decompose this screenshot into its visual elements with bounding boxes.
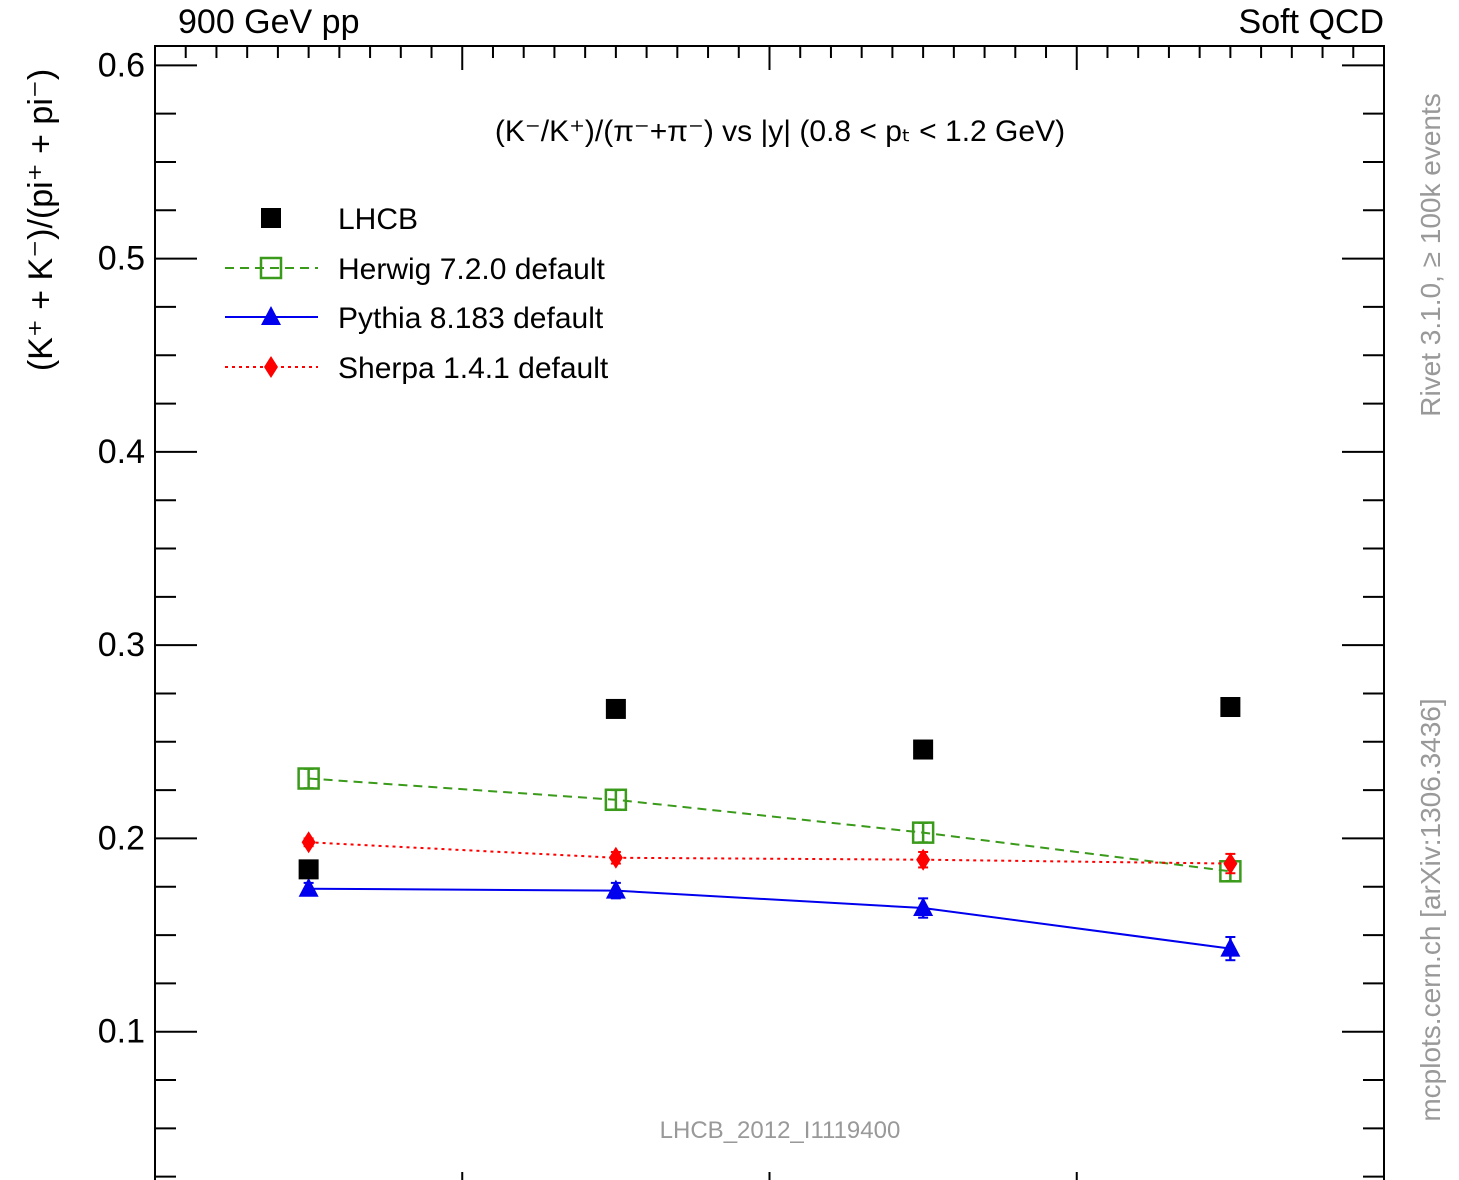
axes: 0.1 0.2 0.3 0.4 0.5 0.6 bbox=[98, 46, 1385, 1180]
data-point bbox=[261, 306, 281, 325]
header-category-label: Soft QCD bbox=[1239, 3, 1384, 41]
y-tick-label: 0.4 bbox=[98, 433, 145, 471]
data-point bbox=[911, 821, 935, 844]
legend-entry: Sherpa 1.4.1 default bbox=[225, 352, 609, 385]
data-point bbox=[605, 698, 626, 719]
analysis-id-label: LHCB_2012_I1119400 bbox=[660, 1117, 901, 1144]
y-tick-label: 0.5 bbox=[98, 240, 145, 278]
legend: LHCB Herwig 7.2.0 default Pythia 8.183 def… bbox=[225, 203, 609, 385]
data-point bbox=[605, 879, 626, 899]
series-line bbox=[308, 887, 1231, 950]
data-point bbox=[264, 356, 278, 378]
series-layer bbox=[297, 697, 1242, 962]
series-sherpa-1-4-1-default bbox=[301, 831, 1238, 875]
data-point bbox=[301, 831, 316, 854]
rivet-version-label: Rivet 3.1.0, ≥ 100k events bbox=[1415, 93, 1446, 417]
y-axis-label: (K⁺ + K⁻)/(pi⁺ + pi⁻) bbox=[22, 69, 60, 371]
series-pythia-8-183-default bbox=[298, 877, 1241, 962]
data-point bbox=[298, 859, 319, 880]
legend-label: Herwig 7.2.0 default bbox=[338, 253, 605, 286]
data-point bbox=[913, 739, 934, 760]
series-herwig-7-2-0-default bbox=[297, 767, 1242, 883]
data-point bbox=[1223, 852, 1238, 875]
data-point bbox=[604, 788, 628, 812]
data-point bbox=[298, 877, 319, 897]
plot-title: (K⁻/K⁺)/(π⁻+π⁻) vs |y| (0.8 < pₜ < 1.2 G… bbox=[495, 115, 1065, 148]
y-tick-label: 0.3 bbox=[98, 626, 145, 664]
data-point bbox=[916, 848, 931, 871]
series-lhcb bbox=[298, 697, 1241, 880]
legend-label: Sherpa 1.4.1 default bbox=[338, 352, 609, 385]
data-point bbox=[1220, 937, 1241, 957]
series-line bbox=[308, 777, 1231, 873]
data-point bbox=[259, 256, 283, 280]
legend-entry: LHCB bbox=[261, 203, 418, 236]
y-tick-label: 0.6 bbox=[98, 46, 145, 84]
y-tick-label: 0.2 bbox=[98, 819, 145, 857]
data-point bbox=[913, 897, 934, 917]
legend-label: Pythia 8.183 default bbox=[338, 302, 604, 335]
data-point bbox=[608, 846, 623, 869]
source-reference-label: mcplots.cern.ch [arXiv:1306.3436] bbox=[1415, 698, 1446, 1121]
data-point bbox=[297, 767, 320, 790]
legend-label: LHCB bbox=[338, 203, 418, 236]
y-tick-label: 0.1 bbox=[98, 1013, 145, 1051]
data-point bbox=[261, 208, 281, 228]
data-point bbox=[1220, 697, 1241, 718]
legend-entry: Herwig 7.2.0 default bbox=[225, 253, 605, 286]
legend-entry: Pythia 8.183 default bbox=[225, 302, 604, 335]
header-energy-label: 900 GeV pp bbox=[178, 3, 359, 41]
